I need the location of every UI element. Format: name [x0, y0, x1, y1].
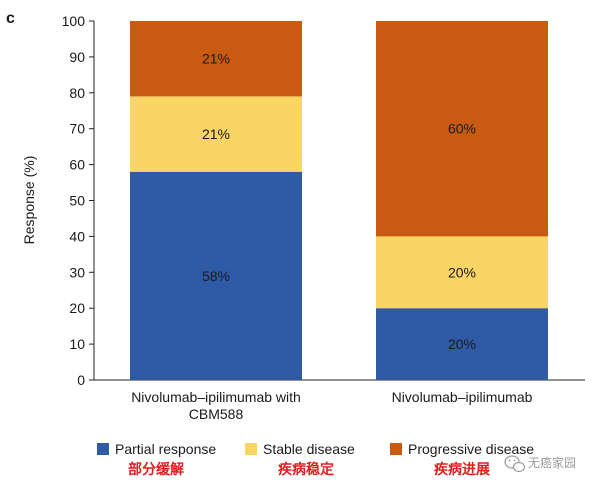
legend-label: Progressive disease: [408, 441, 534, 457]
y-tick-label: 50: [69, 193, 85, 209]
bar-data-label: 60%: [448, 121, 476, 137]
bar-segment: [376, 21, 548, 237]
y-tick-label: 60: [69, 157, 85, 173]
y-axis-title: Response (%): [21, 156, 37, 245]
y-tick-label: 100: [62, 13, 86, 29]
bar-segment: [130, 21, 302, 97]
legend-label: Partial response: [115, 441, 216, 457]
bar-segment: [130, 96, 302, 172]
y-axis: 0 10 20 30 40 50 60 70 80 90 100: [62, 13, 585, 388]
bar-data-label: 21%: [202, 126, 230, 142]
y-tick-label: 90: [69, 49, 85, 65]
legend-swatch: [97, 443, 109, 455]
y-tick-label: 80: [69, 85, 85, 101]
x-category-label: Nivolumab–ipilimumab with: [131, 389, 301, 405]
bar-segment: [130, 171, 302, 380]
legend-annotation: 部分缓解: [128, 461, 184, 477]
legend-annotation: 疾病稳定: [278, 461, 334, 477]
legend-swatch: [245, 443, 257, 455]
bar-data-label: 20%: [448, 336, 476, 352]
panel-letter: c: [6, 10, 15, 27]
legend-swatch: [390, 443, 402, 455]
y-tick-label: 40: [69, 228, 85, 244]
bars: 58% 21% 21% 20% 20% 60%: [130, 21, 548, 380]
x-category-label: CBM588: [189, 406, 244, 422]
y-tick-label: 20: [69, 300, 85, 316]
watermark-text: 无癌家园: [528, 455, 576, 470]
y-tick-label: 10: [69, 336, 85, 352]
bar-data-label: 58%: [202, 268, 230, 284]
y-tick-label: 0: [77, 372, 85, 388]
x-category-label: Nivolumab–ipilimumab: [392, 389, 533, 405]
watermark: 无癌家园: [504, 455, 576, 473]
y-tick-label: 70: [69, 121, 85, 137]
bar-segment: [376, 308, 548, 380]
wechat-icon: [504, 455, 526, 473]
bar-data-label: 21%: [202, 51, 230, 67]
legend: Partial response 部分缓解 Stable disease 疾病稳定 Pr…: [97, 441, 534, 477]
y-tick-label: 30: [69, 264, 85, 280]
bar-data-label: 20%: [448, 264, 476, 280]
bar-segment: [376, 236, 548, 309]
legend-annotation: 疾病进展: [434, 461, 490, 477]
legend-label: Stable disease: [263, 441, 355, 457]
